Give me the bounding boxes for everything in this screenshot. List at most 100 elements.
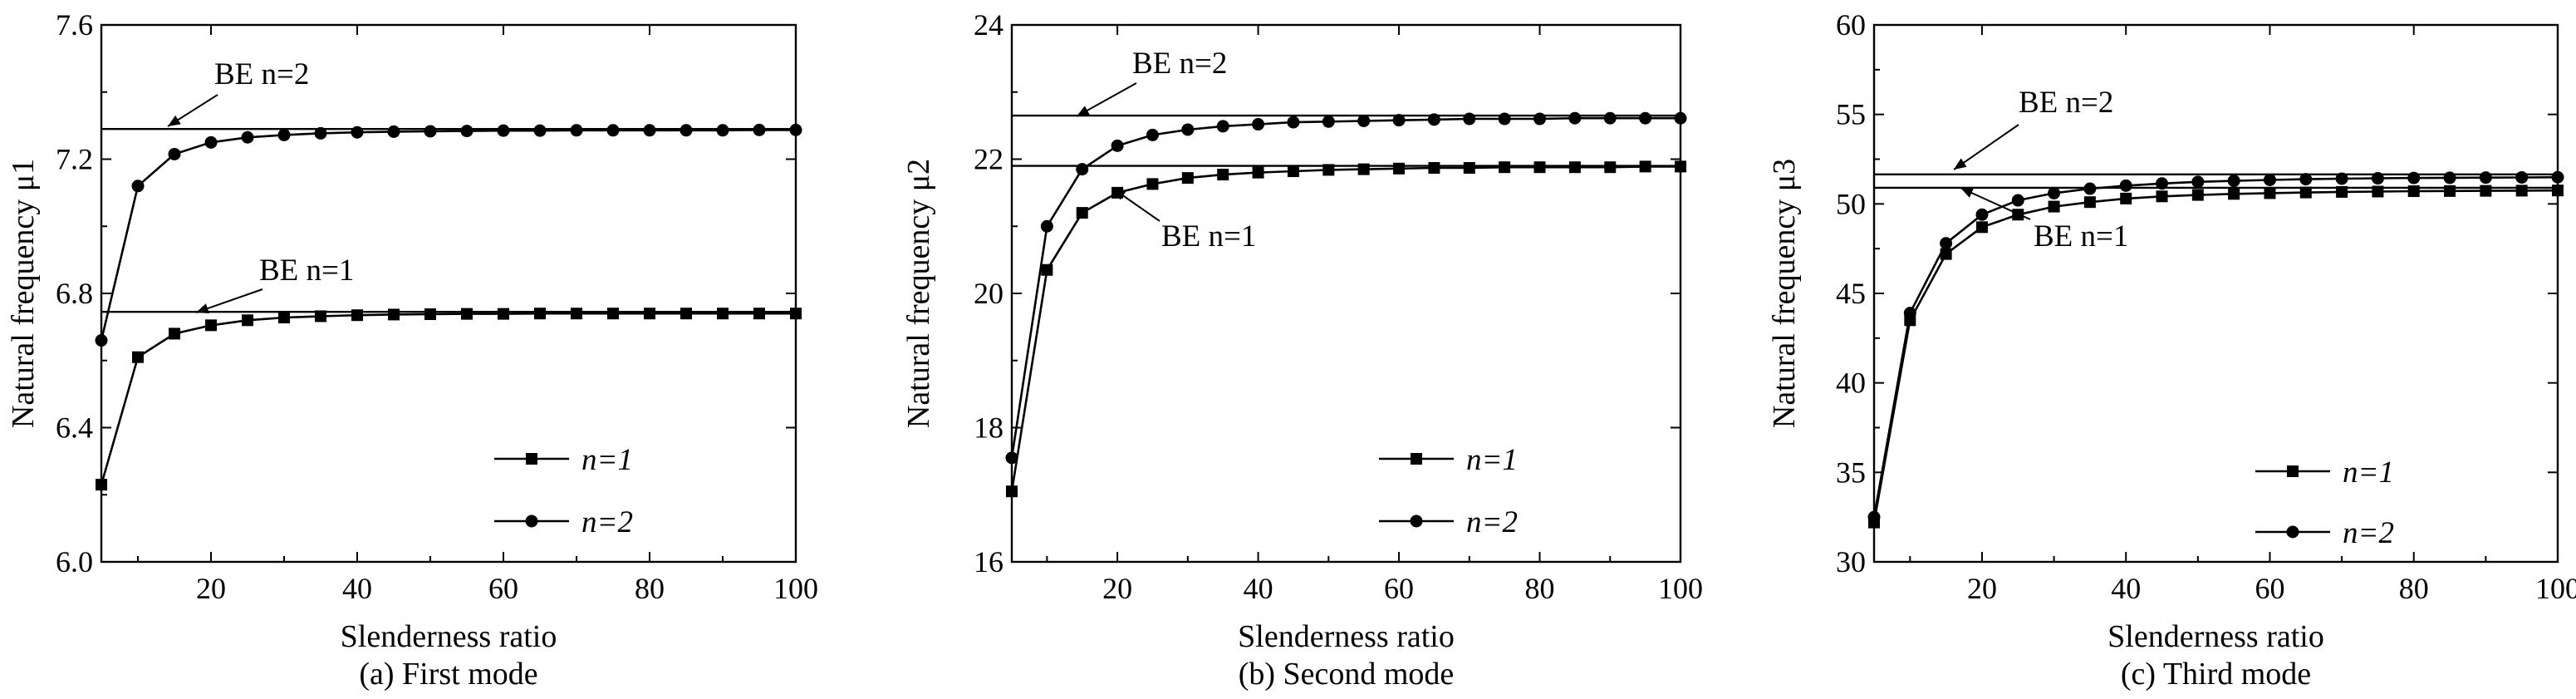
data-point-n2 <box>1940 237 1953 250</box>
x-tick-label: 100 <box>773 572 818 605</box>
data-point-n2 <box>497 124 510 137</box>
data-point-n2 <box>2551 170 2564 184</box>
data-point-n1 <box>717 308 729 320</box>
data-point-n1 <box>2083 196 2096 209</box>
data-point-n2 <box>351 126 364 139</box>
x-tick-label: 80 <box>1525 572 1555 605</box>
data-point-n1 <box>1041 263 1053 276</box>
data-point-n1 <box>388 308 400 321</box>
data-point-n1 <box>2156 190 2168 203</box>
y-tick-label: 22 <box>974 143 1003 176</box>
data-point-n1 <box>132 351 144 363</box>
panel-third-mode: Natural frequency μ3 Slenderness ratio (… <box>1767 8 2576 692</box>
data-point-n2 <box>1322 115 1335 128</box>
data-point-n1 <box>607 308 619 320</box>
data-point-n2 <box>2011 194 2024 207</box>
panel-caption: (a) First mode <box>359 657 537 692</box>
data-point-n1 <box>1675 160 1686 173</box>
legend-label-n2: n=2 <box>581 505 633 539</box>
data-point-n2 <box>2156 177 2169 190</box>
x-axis-title: Slenderness ratio <box>1238 619 1455 654</box>
data-point-n2 <box>387 125 400 138</box>
data-point-n1 <box>2552 185 2564 197</box>
data-point-n2 <box>314 126 327 140</box>
series-line-n1 <box>1010 165 1681 492</box>
data-point-n1 <box>242 314 253 327</box>
panel-second-mode: Natural frequency μ2 Slenderness ratio (… <box>901 8 1703 692</box>
y-tick-label: 50 <box>1836 187 1866 220</box>
data-point-n1 <box>2407 185 2420 198</box>
data-point-n1 <box>1428 161 1440 174</box>
data-point-n2 <box>1533 112 1547 126</box>
data-point-n2 <box>533 124 547 137</box>
data-point-n2 <box>2515 170 2529 184</box>
data-point-n2 <box>1005 451 1018 465</box>
x-tick-label: 60 <box>1384 572 1414 605</box>
annotation-arrowhead <box>168 115 181 126</box>
data-point-n1 <box>2336 185 2348 198</box>
data-point-n2 <box>2191 175 2205 189</box>
data-point-n2 <box>1357 114 1371 127</box>
x-tick-label: 80 <box>2399 572 2429 605</box>
reference-label-n1: BE n=1 <box>1161 219 1256 254</box>
data-point-n1 <box>2372 185 2384 198</box>
annotation-leader <box>1953 124 2019 170</box>
data-point-n1 <box>1146 178 1159 190</box>
data-point-n2 <box>2371 172 2384 185</box>
x-tick-label: 40 <box>342 572 372 605</box>
data-point-n2 <box>2083 182 2097 195</box>
data-point-n1 <box>1357 163 1370 175</box>
data-point-n2 <box>2119 179 2132 192</box>
x-tick-label: 40 <box>1244 572 1273 605</box>
data-point-n1 <box>278 312 290 324</box>
reference-label-n2: BE n=2 <box>1132 47 1227 81</box>
data-point-n2 <box>277 128 291 141</box>
series-line-n1 <box>1872 189 2559 523</box>
data-point-n2 <box>241 130 254 144</box>
y-tick-label: 40 <box>1836 367 1866 400</box>
x-tick-label: 40 <box>2111 572 2141 605</box>
y-tick-label: 24 <box>974 8 1003 42</box>
data-point-n2 <box>1867 510 1881 524</box>
annotation-arrowhead <box>196 303 209 314</box>
data-point-n1 <box>205 319 217 332</box>
x-tick-label: 60 <box>488 572 518 605</box>
y-tick-label: 30 <box>1836 545 1866 578</box>
data-point-n1 <box>2480 185 2492 197</box>
x-tick-label: 20 <box>1102 572 1132 605</box>
data-point-n2 <box>1463 112 1476 126</box>
y-axis-title-main: Natural frequency μ2 <box>901 159 936 428</box>
data-point-n1 <box>2048 200 2060 213</box>
plot-frame <box>100 23 797 564</box>
data-point-n1 <box>169 327 180 340</box>
y-tick-label: 6.4 <box>56 411 93 445</box>
data-point-n2 <box>1040 219 1053 233</box>
x-tick-label: 100 <box>2535 572 2576 605</box>
data-point-n1 <box>2228 188 2240 200</box>
y-tick-label: 7.2 <box>56 143 93 176</box>
x-tick-label: 20 <box>1967 572 1997 605</box>
data-point-n1 <box>1463 161 1475 174</box>
data-point-n1 <box>571 308 582 320</box>
data-point-n1 <box>680 308 692 320</box>
legend-label-n1: n=1 <box>581 443 633 477</box>
legend-marker-n2 <box>525 514 538 528</box>
data-point-n1 <box>644 308 655 320</box>
plot-frame <box>1010 23 1682 564</box>
data-point-n1 <box>1568 161 1581 174</box>
data-point-n1 <box>1217 169 1229 181</box>
data-point-n2 <box>606 124 620 137</box>
y-tick-label: 35 <box>1836 455 1866 489</box>
legend-marker-n1 <box>1411 453 1422 465</box>
x-tick-label: 80 <box>635 572 665 605</box>
panel-caption: (b) Second mode <box>1239 657 1455 692</box>
y-tick-label: 6.8 <box>56 277 93 310</box>
data-point-n2 <box>1498 112 1511 126</box>
data-point-n1 <box>790 308 802 320</box>
data-point-n1 <box>2120 192 2132 204</box>
data-point-n1 <box>1006 485 1018 498</box>
data-point-n1 <box>2299 186 2312 199</box>
data-point-n1 <box>1639 160 1651 173</box>
data-point-n2 <box>1146 128 1159 141</box>
data-point-n1 <box>315 310 326 322</box>
